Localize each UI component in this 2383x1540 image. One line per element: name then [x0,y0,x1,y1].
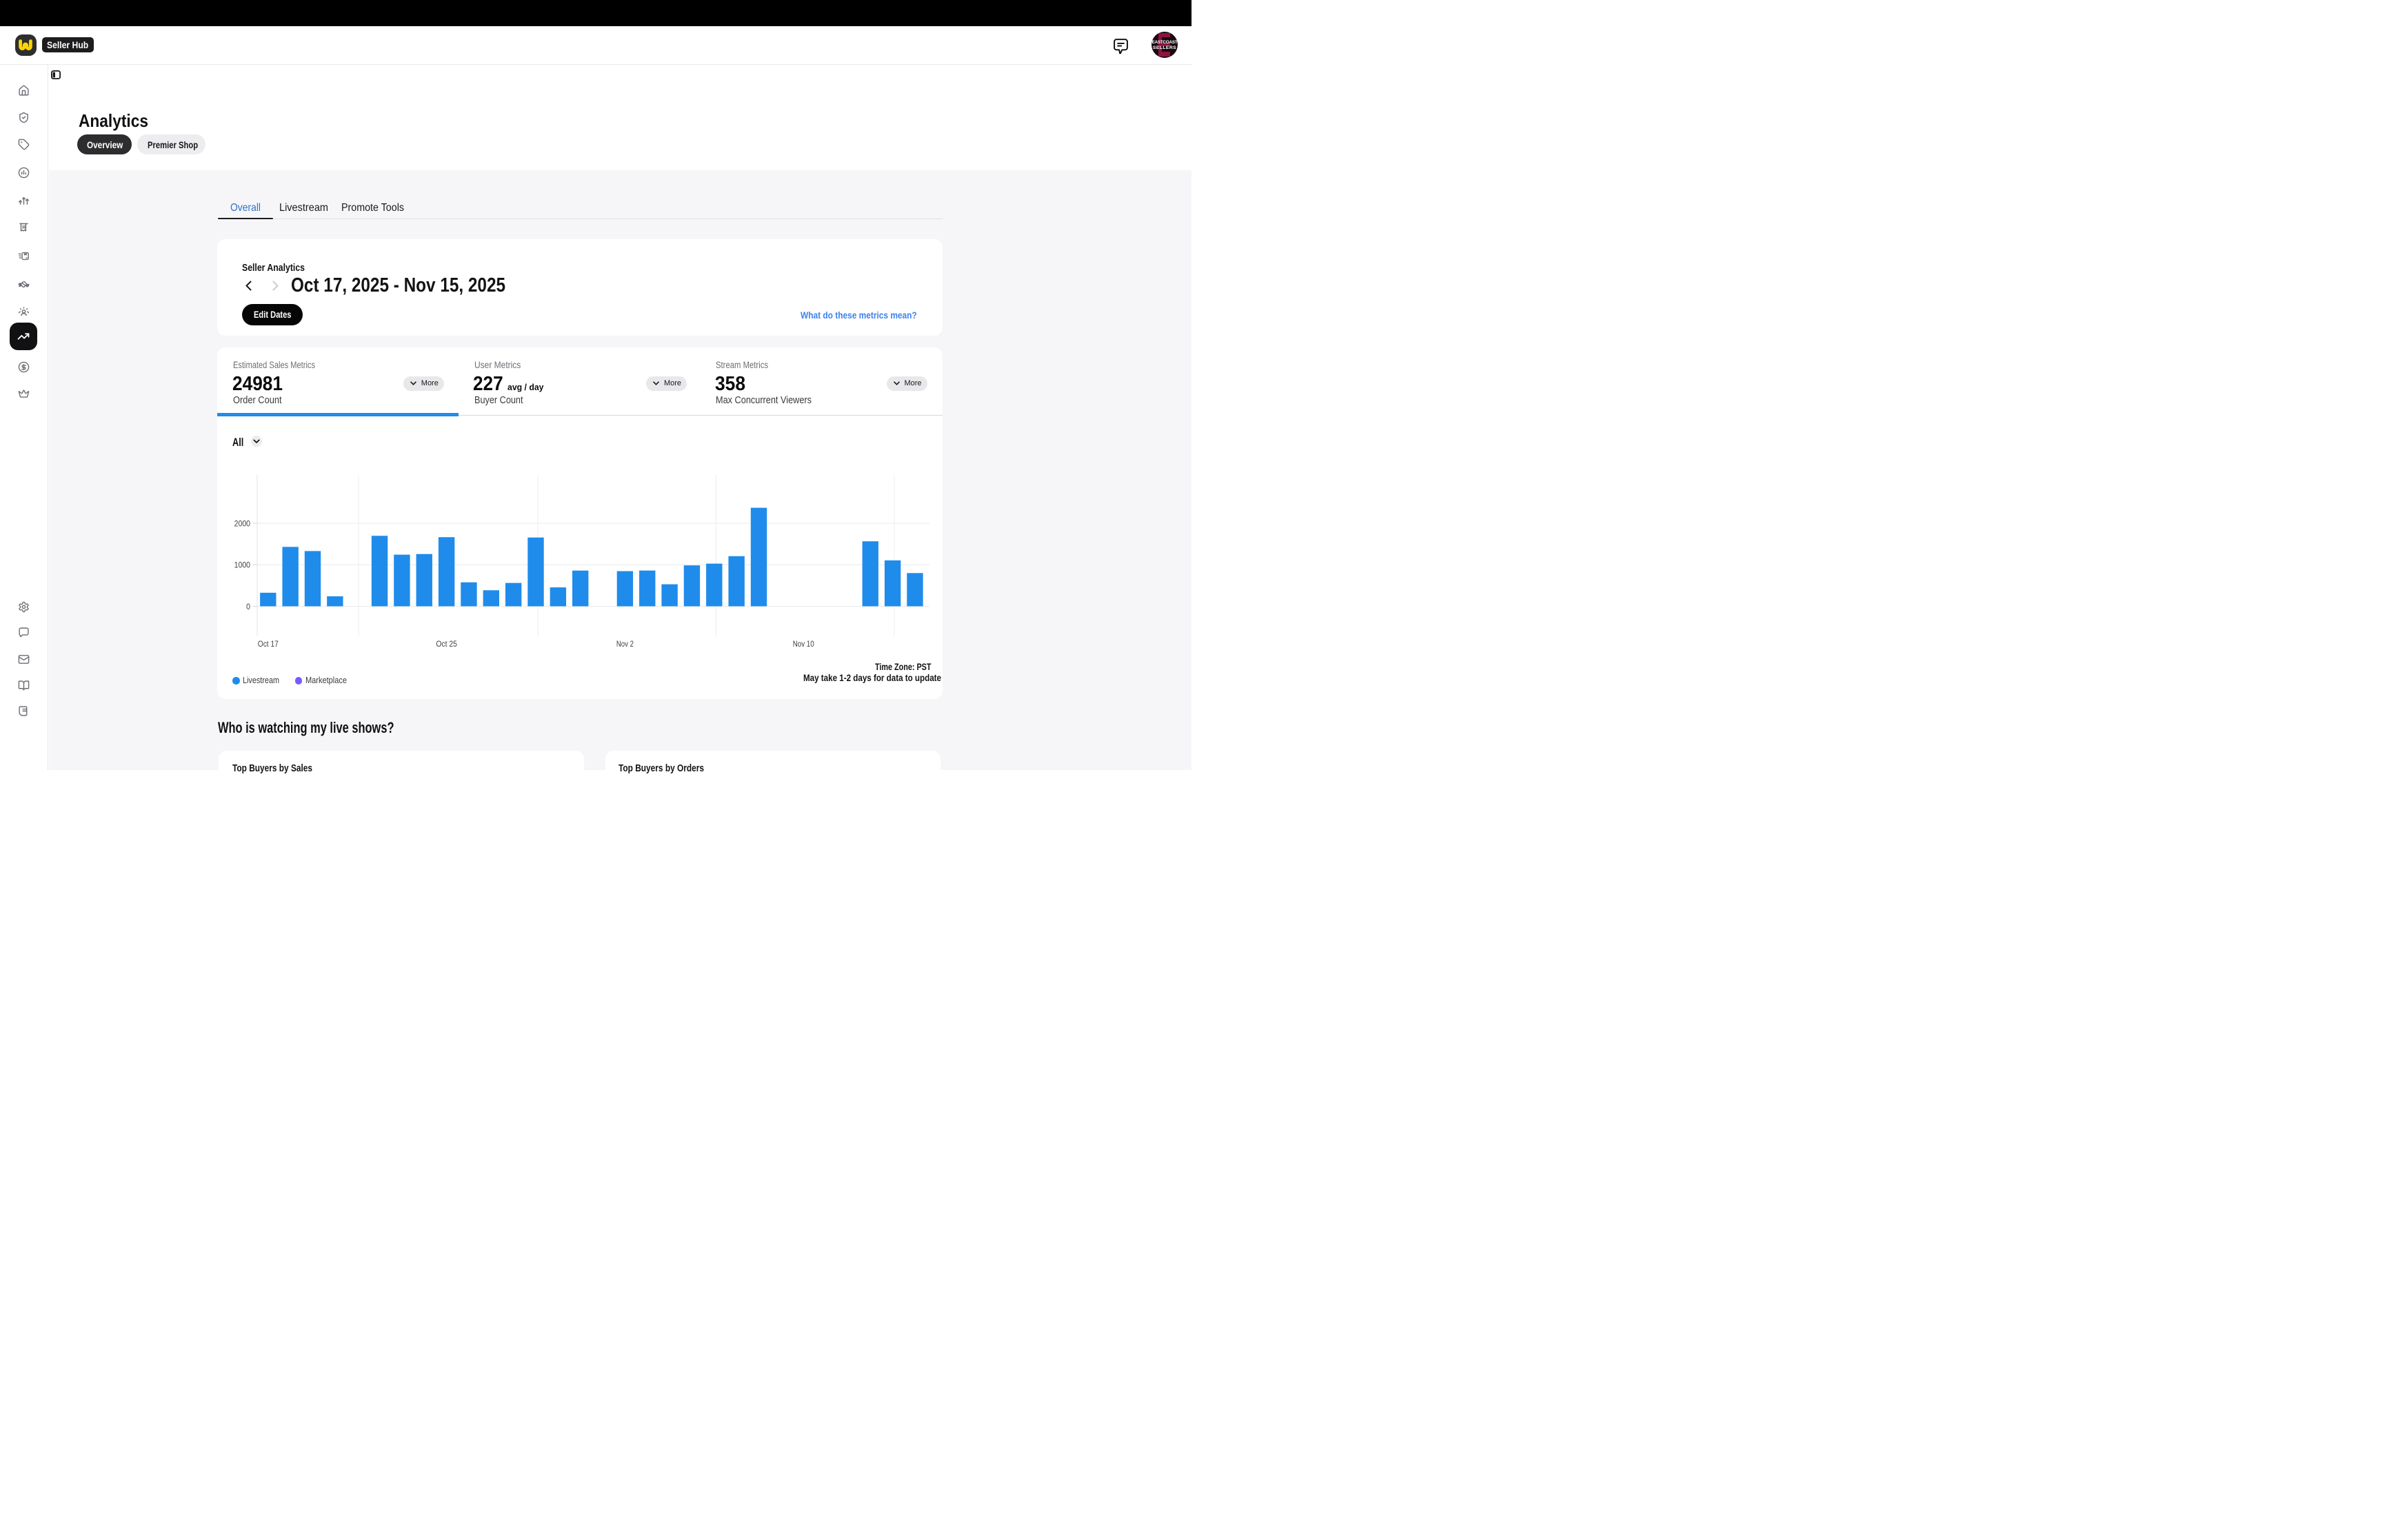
svg-text:Oct 25: Oct 25 [436,639,457,649]
svg-text:Oct 17: Oct 17 [258,639,279,649]
svg-text:1000: 1000 [234,560,251,570]
svg-text:0: 0 [246,602,250,611]
svg-text:Nov 10: Nov 10 [793,639,814,649]
svg-text:Nov 2: Nov 2 [616,639,634,649]
svg-text:2000: 2000 [234,518,251,528]
